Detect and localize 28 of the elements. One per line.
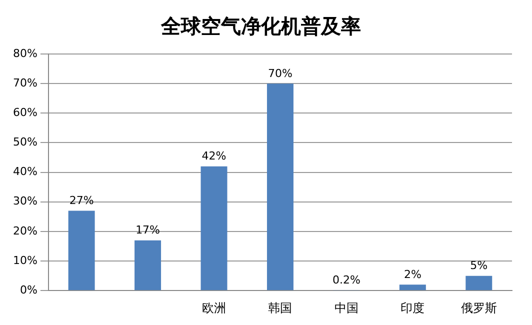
data-label: 2%: [404, 268, 422, 282]
data-label: 42%: [202, 150, 226, 163]
bar: [68, 210, 95, 290]
x-tick-label: 中国: [334, 300, 358, 315]
data-label: 27%: [69, 194, 94, 208]
data-label: 5%: [470, 259, 488, 272]
y-tick-label: 10%: [12, 254, 38, 267]
x-tick-label: 韩国: [268, 300, 292, 315]
data-label: 17%: [136, 224, 160, 237]
y-tick-label: 50%: [12, 136, 38, 149]
chart-title: 全球空气净化机普及率: [160, 14, 361, 38]
x-tick-label: 俄罗斯: [460, 300, 497, 315]
x-tick-label: 欧洲: [202, 300, 226, 315]
x-tick-label: 印度: [400, 300, 425, 315]
bar: [466, 276, 492, 290]
data-label: 0.2%: [332, 273, 360, 286]
bar: [399, 284, 426, 290]
y-tick-label: 80%: [12, 46, 38, 60]
bar: [200, 166, 228, 290]
data-label: 70%: [268, 66, 292, 80]
y-tick-label: 60%: [12, 106, 38, 120]
y-tick-label: 0%: [20, 283, 38, 296]
y-tick-label: 70%: [12, 76, 38, 90]
y-tick-label: 30%: [12, 194, 38, 208]
y-tick-label: 20%: [12, 224, 38, 238]
bar: [134, 240, 162, 290]
y-tick-label: 40%: [12, 165, 38, 178]
bar: [266, 84, 294, 290]
